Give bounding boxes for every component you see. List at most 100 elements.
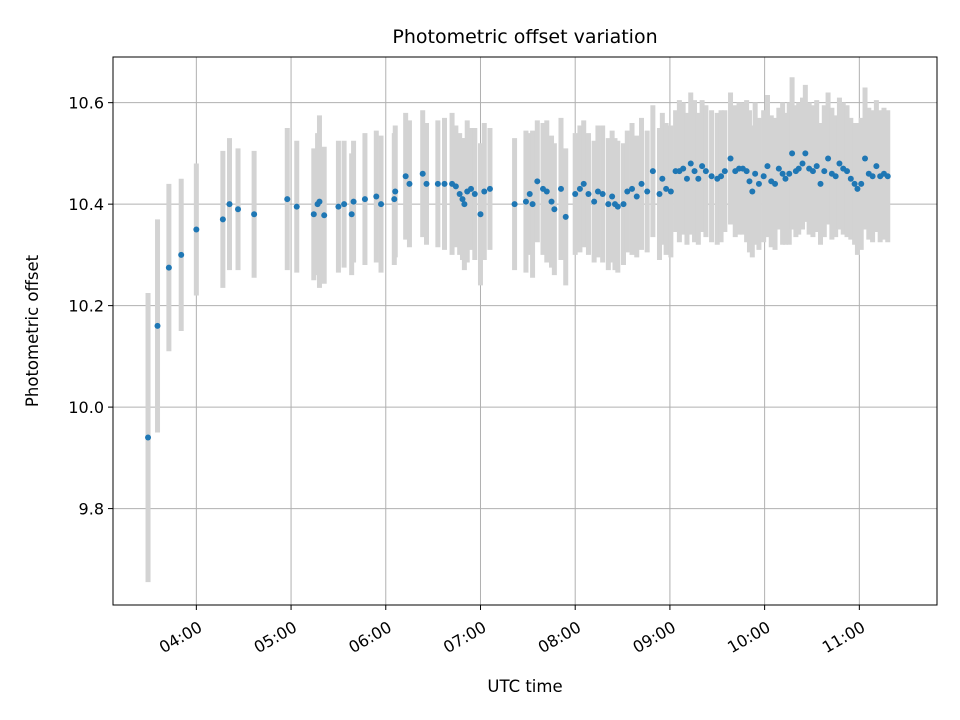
data-point [699, 163, 706, 170]
data-point [402, 173, 409, 180]
data-point [836, 160, 843, 167]
data-point [869, 173, 876, 180]
data-point [477, 211, 484, 218]
data-point [687, 160, 694, 167]
data-point [522, 198, 529, 205]
data-point [633, 193, 640, 200]
data-point [251, 211, 258, 218]
data-point [459, 196, 466, 203]
data-point [638, 180, 645, 187]
data-point [821, 168, 828, 175]
data-point [779, 170, 786, 177]
data-point [624, 188, 631, 195]
data-point [702, 168, 709, 175]
data-point [649, 168, 656, 175]
data-point [721, 168, 728, 175]
y-axis: 9.8 10.0 10.2 10.4 10.6 [68, 94, 113, 519]
data-point [786, 170, 793, 177]
data-point [718, 173, 725, 180]
data-point [789, 150, 796, 157]
data-point [775, 165, 782, 172]
data-point [145, 434, 152, 441]
data-point [548, 198, 555, 205]
data-point [656, 191, 663, 197]
data-point [165, 264, 172, 271]
data-point [551, 206, 558, 213]
data-points [145, 150, 891, 441]
data-point [468, 185, 475, 192]
data-point [348, 211, 355, 218]
data-point [562, 213, 569, 220]
data-point [749, 188, 756, 195]
data-point [235, 206, 242, 213]
data-point [782, 175, 789, 182]
data-point [844, 168, 851, 175]
plot-frame [112, 56, 938, 606]
data-point [335, 203, 342, 210]
data-point [452, 183, 459, 190]
data-point [683, 175, 690, 182]
data-point [434, 180, 441, 187]
data-point [284, 196, 291, 203]
data-point [219, 216, 226, 223]
data-point [851, 180, 858, 187]
data-point [858, 180, 865, 187]
data-point [802, 150, 809, 157]
data-point [599, 191, 606, 197]
data-point [419, 170, 426, 177]
data-point [764, 163, 771, 170]
data-point [481, 188, 488, 195]
data-point [854, 185, 861, 192]
data-point [609, 193, 616, 200]
data-point [746, 178, 753, 185]
data-point [226, 201, 233, 208]
data-point [862, 155, 869, 162]
data-point [772, 180, 779, 187]
x-axis-label: UTC time [487, 677, 562, 696]
data-point [361, 196, 368, 203]
data-point [620, 201, 627, 208]
data-point [691, 168, 698, 175]
data-point [391, 196, 398, 203]
data-point [605, 201, 612, 208]
data-point [193, 226, 200, 233]
data-point [529, 201, 536, 208]
data-point [423, 180, 430, 187]
data-point [813, 163, 820, 170]
data-point [799, 160, 806, 167]
data-point [511, 201, 518, 208]
data-point [614, 203, 621, 210]
data-point [695, 175, 702, 182]
data-point [350, 198, 357, 205]
data-point [471, 191, 478, 197]
data-point [321, 212, 328, 219]
data-point [760, 173, 767, 180]
data-point [663, 185, 670, 192]
data-point [526, 191, 533, 197]
data-point [680, 165, 687, 172]
data-point [585, 191, 592, 197]
data-point [832, 173, 839, 180]
data-point [667, 188, 674, 195]
data-point [873, 163, 880, 170]
y-tick-label: 9.8 [79, 500, 104, 519]
data-point [884, 173, 891, 180]
data-point [456, 191, 463, 197]
data-point [795, 165, 802, 172]
data-point [572, 191, 579, 197]
data-point [154, 322, 161, 329]
data-point [441, 180, 448, 187]
data-point [817, 180, 824, 187]
data-point [543, 188, 550, 195]
data-point [293, 203, 300, 210]
data-point [341, 201, 348, 208]
data-point [847, 175, 854, 182]
data-point [534, 178, 541, 185]
y-tick-label: 10.2 [68, 297, 104, 316]
data-point [644, 188, 651, 195]
data-point [486, 185, 493, 192]
data-point [743, 168, 750, 175]
y-axis-label: Photometric offset [23, 254, 42, 407]
data-point [580, 180, 587, 187]
